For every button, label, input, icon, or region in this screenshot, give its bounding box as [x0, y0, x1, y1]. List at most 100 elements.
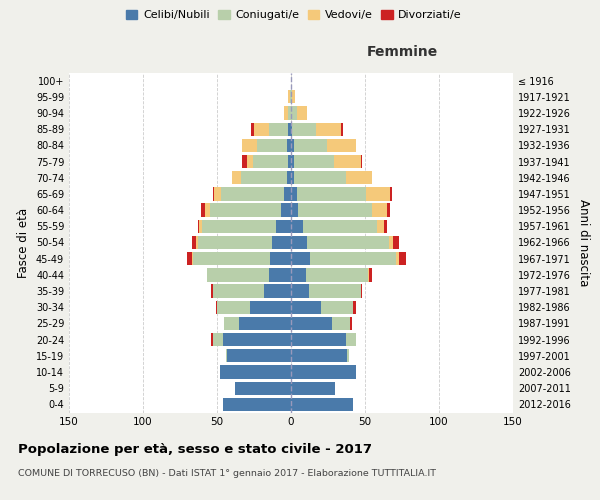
Bar [297, 106, 307, 120]
Bar [254, 122, 269, 136]
Bar [291, 106, 297, 120]
Bar [221, 188, 284, 200]
Bar [361, 155, 362, 168]
Bar [387, 204, 390, 217]
Bar [287, 171, 291, 184]
Bar [193, 252, 270, 266]
Bar [291, 284, 309, 298]
Bar [291, 171, 294, 184]
Bar [291, 252, 310, 266]
Legend: Celibi/Nubili, Coniugati/e, Vedovi/e, Divorziati/e: Celibi/Nubili, Coniugati/e, Vedovi/e, Di… [122, 6, 466, 25]
Bar [389, 236, 393, 249]
Bar [212, 188, 214, 200]
Bar [288, 106, 291, 120]
Bar [399, 252, 406, 266]
Bar [370, 268, 373, 281]
Bar [198, 220, 199, 233]
Bar [211, 333, 212, 346]
Bar [198, 236, 272, 249]
Text: Popolazione per età, sesso e stato civile - 2017: Popolazione per età, sesso e stato civil… [18, 442, 372, 456]
Bar [192, 236, 196, 249]
Bar [384, 220, 387, 233]
Text: Femmine: Femmine [367, 45, 437, 59]
Bar [373, 204, 387, 217]
Bar [239, 317, 291, 330]
Bar [334, 155, 361, 168]
Bar [309, 284, 361, 298]
Bar [291, 204, 298, 217]
Bar [291, 188, 297, 200]
Bar [269, 268, 291, 281]
Bar [294, 171, 346, 184]
Bar [217, 300, 250, 314]
Bar [291, 333, 346, 346]
Bar [227, 349, 291, 362]
Bar [284, 188, 291, 200]
Bar [220, 366, 291, 378]
Bar [241, 171, 287, 184]
Bar [361, 284, 362, 298]
Bar [368, 268, 370, 281]
Bar [291, 155, 294, 168]
Bar [202, 220, 276, 233]
Bar [288, 155, 291, 168]
Bar [187, 252, 192, 266]
Bar [215, 300, 217, 314]
Bar [341, 122, 343, 136]
Bar [212, 284, 265, 298]
Bar [251, 122, 254, 136]
Bar [253, 155, 288, 168]
Bar [297, 188, 367, 200]
Bar [291, 236, 307, 249]
Bar [288, 90, 290, 104]
Bar [223, 398, 291, 411]
Y-axis label: Anni di nascita: Anni di nascita [577, 199, 590, 286]
Bar [205, 204, 209, 217]
Bar [223, 333, 291, 346]
Bar [242, 138, 257, 152]
Bar [306, 268, 368, 281]
Bar [269, 122, 288, 136]
Bar [212, 333, 223, 346]
Bar [247, 155, 253, 168]
Bar [214, 188, 221, 200]
Bar [291, 317, 332, 330]
Bar [250, 300, 291, 314]
Bar [290, 90, 291, 104]
Bar [196, 236, 198, 249]
Bar [303, 220, 377, 233]
Bar [199, 220, 202, 233]
Bar [346, 171, 373, 184]
Bar [284, 106, 288, 120]
Bar [265, 284, 291, 298]
Bar [377, 220, 384, 233]
Bar [292, 122, 316, 136]
Bar [291, 268, 306, 281]
Bar [288, 122, 291, 136]
Bar [224, 317, 239, 330]
Bar [353, 300, 356, 314]
Bar [242, 155, 247, 168]
Bar [294, 155, 334, 168]
Bar [257, 138, 287, 152]
Bar [292, 90, 295, 104]
Y-axis label: Fasce di età: Fasce di età [17, 208, 30, 278]
Bar [291, 398, 353, 411]
Bar [211, 284, 212, 298]
Bar [291, 382, 335, 395]
Bar [291, 122, 292, 136]
Bar [291, 90, 292, 104]
Bar [396, 252, 399, 266]
Bar [287, 138, 291, 152]
Bar [209, 204, 281, 217]
Bar [291, 366, 356, 378]
Bar [291, 349, 347, 362]
Bar [192, 252, 193, 266]
Bar [272, 236, 291, 249]
Bar [206, 268, 269, 281]
Bar [393, 236, 399, 249]
Bar [291, 138, 294, 152]
Bar [326, 138, 356, 152]
Bar [281, 204, 291, 217]
Bar [332, 317, 350, 330]
